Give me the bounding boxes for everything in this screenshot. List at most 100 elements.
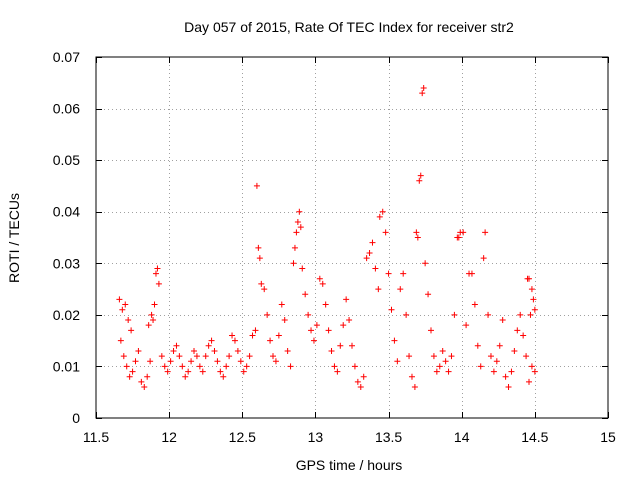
- data-point: [319, 280, 326, 287]
- data-point: [463, 322, 470, 329]
- x-tick-label: 13.5: [375, 429, 402, 445]
- data-point: [411, 384, 418, 391]
- data-point: [334, 368, 341, 375]
- data-point: [487, 353, 494, 360]
- x-axis-label: GPS time / hours: [296, 457, 403, 473]
- data-point: [155, 280, 162, 287]
- data-point: [120, 353, 127, 360]
- data-point: [253, 182, 260, 189]
- data-point: [455, 234, 462, 241]
- data-point: [403, 311, 410, 318]
- data-point: [176, 353, 183, 360]
- data-point: [234, 347, 241, 354]
- data-point: [408, 373, 415, 380]
- data-point: [416, 177, 423, 184]
- data-point: [294, 219, 301, 226]
- data-point: [523, 353, 530, 360]
- data-point: [249, 332, 256, 339]
- x-tick-label: 12: [161, 429, 177, 445]
- x-tick-label: 15: [600, 429, 616, 445]
- data-point: [337, 342, 344, 349]
- data-point: [414, 234, 421, 241]
- data-point: [496, 342, 503, 349]
- data-point: [126, 373, 133, 380]
- data-point: [258, 280, 265, 287]
- data-point: [128, 327, 135, 334]
- data-point: [357, 384, 364, 391]
- data-point: [211, 347, 218, 354]
- data-point: [528, 286, 535, 293]
- data-point: [485, 311, 492, 318]
- data-point: [325, 327, 332, 334]
- data-point: [480, 255, 487, 262]
- data-point: [123, 363, 130, 370]
- data-point: [419, 90, 426, 97]
- data-point: [240, 368, 247, 375]
- data-point: [363, 255, 370, 262]
- x-tick-label: 12.5: [229, 429, 256, 445]
- data-point: [278, 301, 285, 308]
- data-point: [188, 358, 195, 365]
- data-point: [369, 239, 376, 246]
- data-point: [397, 286, 404, 293]
- data-point: [252, 327, 259, 334]
- data-point: [517, 311, 524, 318]
- data-point: [119, 306, 126, 313]
- y-tick-label: 0: [72, 410, 80, 426]
- data-point: [261, 286, 268, 293]
- data-point: [526, 378, 533, 385]
- data-point: [376, 213, 383, 220]
- data-point: [229, 332, 236, 339]
- data-point: [451, 311, 458, 318]
- data-point: [316, 275, 323, 282]
- data-point: [493, 358, 500, 365]
- data-point: [413, 229, 420, 236]
- data-point: [196, 363, 203, 370]
- data-point: [243, 363, 250, 370]
- data-point: [182, 373, 189, 380]
- data-point: [406, 353, 413, 360]
- data-point: [385, 270, 392, 277]
- data-point: [531, 306, 538, 313]
- data-point: [144, 373, 151, 380]
- data-point: [400, 270, 407, 277]
- data-point: [471, 301, 478, 308]
- data-point: [514, 327, 521, 334]
- data-point: [217, 368, 224, 375]
- data-point: [351, 363, 358, 370]
- data-points: [116, 84, 538, 391]
- data-point: [310, 337, 317, 344]
- data-point: [167, 358, 174, 365]
- data-point: [158, 353, 165, 360]
- data-point: [372, 265, 379, 272]
- y-tick-label: 0.02: [53, 307, 80, 323]
- data-point: [375, 286, 382, 293]
- data-point: [391, 337, 398, 344]
- plot-frame: [95, 56, 609, 419]
- data-point: [116, 296, 123, 303]
- data-point: [394, 358, 401, 365]
- data-point: [191, 347, 198, 354]
- chart-title: Day 057 of 2015, Rate Of TEC Index for r…: [184, 19, 514, 35]
- data-point: [430, 353, 437, 360]
- data-point: [255, 244, 262, 251]
- data-point: [313, 322, 320, 329]
- data-point: [164, 368, 171, 375]
- data-point: [117, 337, 124, 344]
- data-point: [299, 265, 306, 272]
- y-tick-label: 0.03: [53, 255, 80, 271]
- y-tick-label: 0.05: [53, 152, 80, 168]
- data-point: [272, 358, 279, 365]
- data-point: [179, 363, 186, 370]
- data-point: [520, 332, 527, 339]
- data-point: [343, 296, 350, 303]
- data-point: [442, 358, 449, 365]
- data-point: [199, 368, 206, 375]
- data-point: [226, 353, 233, 360]
- data-point: [322, 301, 329, 308]
- data-point: [185, 368, 192, 375]
- data-point: [297, 224, 304, 231]
- data-point: [284, 347, 291, 354]
- data-point: [296, 208, 303, 215]
- x-tick-label: 11.5: [83, 429, 109, 445]
